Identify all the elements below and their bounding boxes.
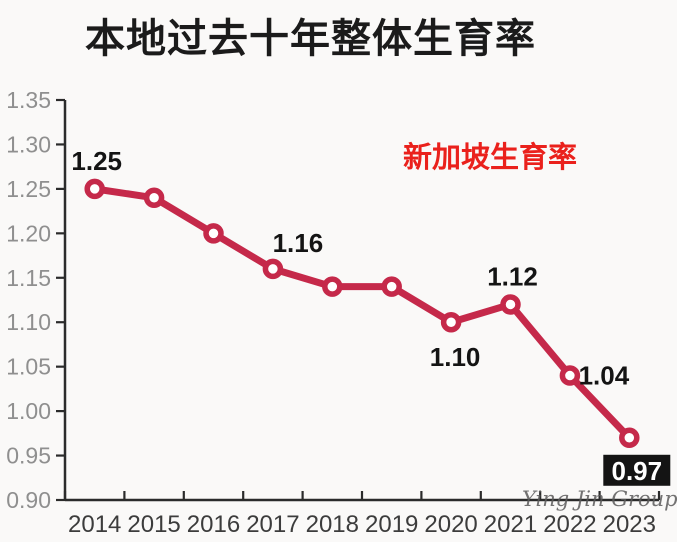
data-point-marker [84, 178, 105, 200]
data-point-label: 1.12 [487, 261, 538, 291]
data-point-marker [440, 311, 462, 333]
x-axis-tick-label: 2015 [127, 511, 180, 538]
data-point-marker [500, 294, 521, 315]
data-point-marker [322, 276, 343, 297]
highlight-label-box [603, 454, 671, 486]
chart-title: 本地过去十年整体生育率 [85, 17, 536, 61]
y-axis-tick-label: 1.30 [6, 131, 51, 157]
data-point-marker [381, 276, 402, 297]
data-point-marker [262, 258, 284, 280]
x-axis-tick-label: 2016 [187, 511, 240, 538]
y-axis-tick-label: 1.15 [6, 265, 51, 291]
series-annotation-label: 新加坡生育率 [403, 142, 578, 174]
y-axis-tick-label: 0.95 [6, 443, 51, 469]
y-axis-tick-label: 1.00 [6, 398, 51, 424]
x-axis-tick-label: 2020 [424, 511, 477, 538]
y-axis-tick-label: 1.25 [6, 176, 51, 202]
x-axis-tick-label: 2018 [306, 511, 359, 538]
x-axis-tick-label: 2014 [68, 511, 121, 538]
data-point-marker [203, 223, 224, 244]
data-point-marker [143, 187, 165, 209]
x-axis-tick-label: 2021 [484, 511, 537, 538]
y-axis-tick-label: 1.35 [6, 87, 51, 113]
data-point-label: 1.04 [579, 361, 630, 391]
y-axis-tick-label: 1.20 [6, 220, 51, 246]
data-point-label: 1.10 [430, 342, 481, 372]
y-axis-tick-label: 0.90 [6, 487, 51, 513]
x-axis-tick-label: 2017 [246, 511, 299, 538]
data-point-label: 0.97 [611, 456, 662, 486]
x-axis-tick-label: 2023 [603, 511, 656, 538]
data-point-marker [559, 365, 581, 386]
data-point-marker [619, 427, 640, 449]
y-axis-tick-label: 1.10 [6, 309, 51, 335]
x-axis-tick-label: 2022 [543, 511, 596, 538]
data-point-label: 1.16 [273, 228, 324, 258]
x-axis-tick-label: 2019 [365, 511, 418, 538]
y-axis-tick-label: 1.05 [6, 354, 51, 380]
fertility-rate-line [91, 185, 633, 442]
data-point-label: 1.25 [71, 146, 122, 176]
